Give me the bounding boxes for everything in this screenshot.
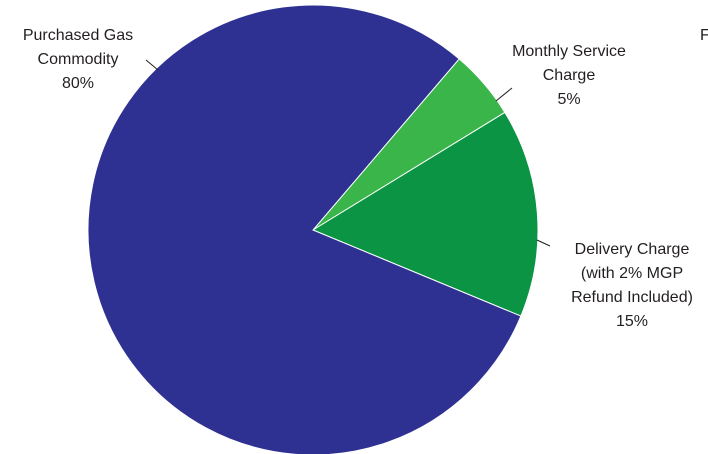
- pie-slice-2: [311, 111, 539, 317]
- slice-label-1: Charge: [543, 67, 596, 84]
- slice-label-1: Monthly Service: [512, 43, 626, 60]
- slice-label-2: Delivery Charge: [575, 241, 690, 258]
- slice-label-0: Purchased Gas: [23, 27, 133, 44]
- pie-slice-0: [87, 4, 522, 454]
- slice-value-label-2: 15%: [616, 313, 648, 330]
- leader-line-0: [145, 59, 159, 71]
- slice-value-label-0: 80%: [62, 75, 94, 92]
- leader-line-2: [536, 239, 551, 247]
- slice-label-2: (with 2% MGP: [581, 265, 683, 282]
- cropped-label-fragment: F: [700, 27, 708, 44]
- slice-label-0: Commodity: [38, 51, 119, 68]
- slice-label-2: Refund Included): [571, 289, 693, 306]
- slice-value-label-1: 5%: [557, 91, 580, 108]
- leader-line-1: [495, 87, 513, 102]
